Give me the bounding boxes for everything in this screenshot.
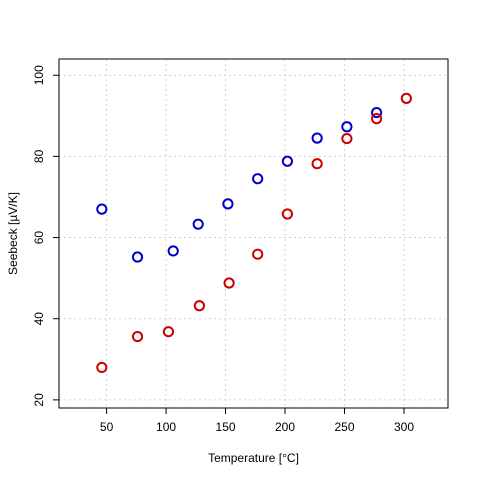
data-point xyxy=(371,106,383,119)
x-axis-title: Temperature [°C] xyxy=(208,451,299,465)
x-tick-label: 300 xyxy=(394,420,414,434)
data-point xyxy=(252,173,264,185)
data-point xyxy=(311,158,323,170)
data-point xyxy=(96,203,108,215)
x-tick-label: 150 xyxy=(216,420,236,434)
data-point xyxy=(223,277,235,289)
x-tick-label: 100 xyxy=(156,420,176,434)
data-point xyxy=(131,330,144,343)
data-point xyxy=(131,251,144,263)
data-point xyxy=(167,245,179,257)
data-point xyxy=(400,92,412,104)
data-point xyxy=(311,132,323,144)
y-axis-title: Seebeck [µV/K] xyxy=(6,192,20,275)
plot-frame xyxy=(58,58,449,409)
y-tick-label: 60 xyxy=(32,231,46,245)
data-point xyxy=(193,300,205,312)
y-tick-label: 20 xyxy=(32,393,46,407)
data-point xyxy=(341,121,353,133)
data-point xyxy=(252,248,264,260)
data-point xyxy=(281,155,294,167)
y-axis: 20 40 60 80 100 xyxy=(32,65,59,407)
x-axis: 50 100 150 200 250 300 xyxy=(100,408,414,434)
data-point xyxy=(341,132,353,145)
data-point xyxy=(281,208,294,220)
y-tick-label: 40 xyxy=(32,312,46,326)
x-tick-label: 250 xyxy=(334,420,354,434)
points-layer xyxy=(96,92,412,374)
data-point xyxy=(96,361,108,374)
grid-layer xyxy=(59,59,448,408)
data-point xyxy=(371,113,383,125)
data-point xyxy=(192,218,204,230)
y-tick-label: 100 xyxy=(32,65,46,85)
x-tick-label: 200 xyxy=(275,420,295,434)
x-tick-label: 50 xyxy=(100,420,114,434)
data-point xyxy=(162,326,175,338)
data-point xyxy=(222,198,234,210)
y-tick-label: 80 xyxy=(32,149,46,163)
